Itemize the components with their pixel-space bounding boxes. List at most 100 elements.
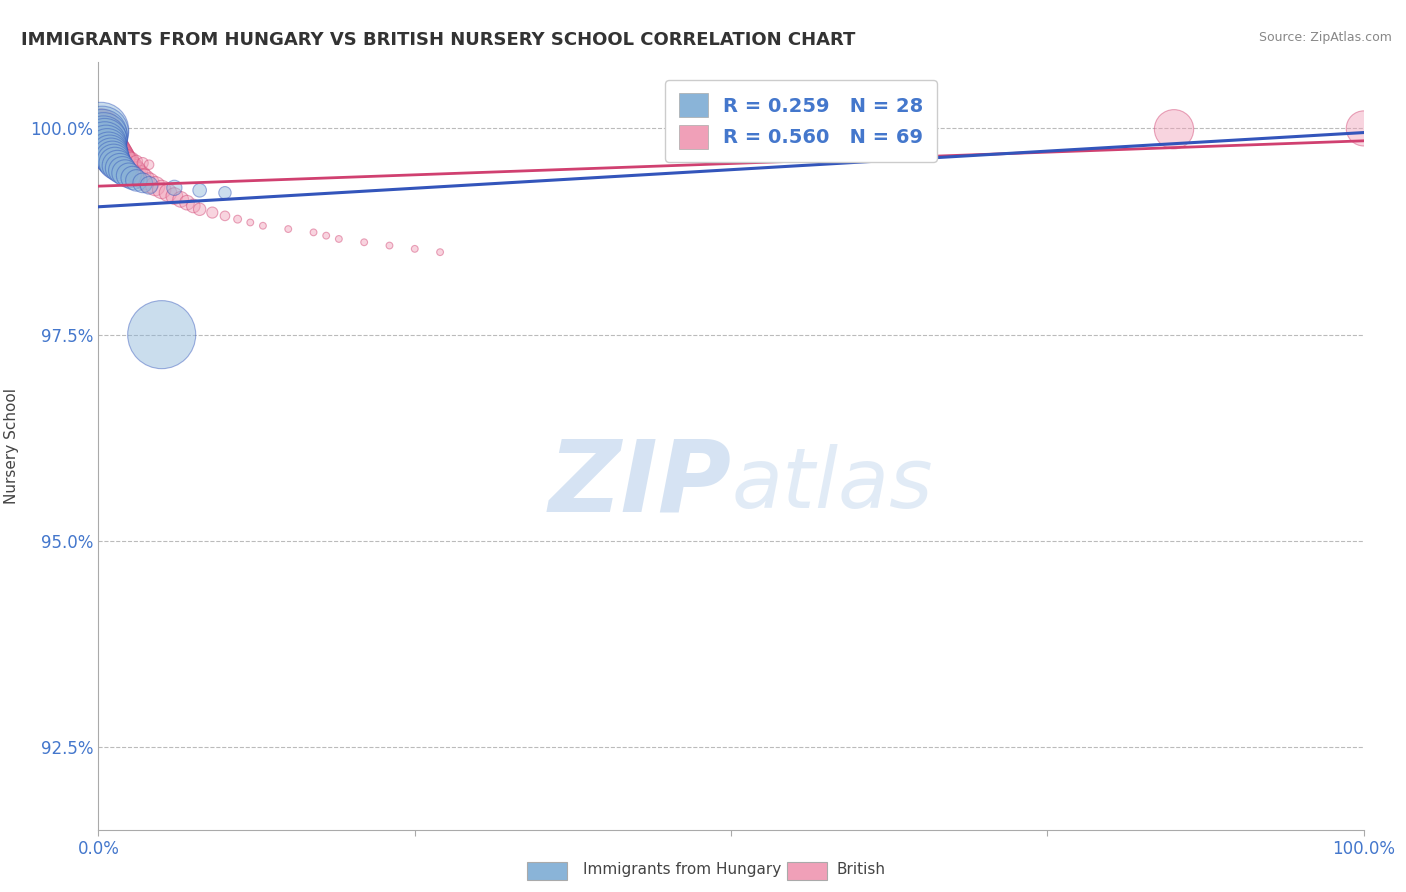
Point	[169, 193, 191, 207]
Point	[353, 235, 375, 250]
Point	[100, 137, 122, 152]
Point	[302, 225, 325, 239]
Point	[120, 153, 142, 167]
Point	[97, 134, 120, 148]
Point	[118, 169, 141, 183]
Point	[118, 159, 141, 173]
Point	[252, 219, 274, 233]
Point	[404, 242, 426, 256]
Point	[91, 126, 114, 140]
Point	[429, 245, 451, 260]
Point	[132, 176, 155, 190]
Point	[150, 327, 173, 342]
Point	[239, 215, 262, 229]
Point	[121, 170, 143, 185]
Point	[100, 148, 122, 162]
Point	[96, 132, 118, 146]
Point	[91, 125, 114, 139]
Point	[188, 202, 211, 217]
Point	[157, 186, 180, 200]
Point	[1163, 122, 1185, 136]
Point	[107, 159, 129, 173]
Point	[101, 151, 124, 165]
Point	[100, 143, 122, 157]
Point	[125, 166, 148, 180]
Point	[105, 146, 128, 161]
Point	[132, 172, 155, 186]
Point	[214, 186, 236, 200]
Text: Source: ZipAtlas.com: Source: ZipAtlas.com	[1258, 31, 1392, 45]
Point	[97, 139, 120, 153]
Point	[91, 127, 114, 141]
Point	[183, 199, 205, 213]
Point	[91, 131, 114, 145]
Point	[94, 138, 117, 153]
Point	[105, 144, 128, 158]
Point	[145, 179, 166, 194]
Point	[93, 128, 117, 143]
Point	[138, 158, 160, 172]
Point	[111, 152, 134, 166]
Point	[107, 147, 129, 161]
Text: British: British	[837, 863, 886, 877]
Point	[90, 124, 112, 138]
Point	[163, 189, 186, 203]
Point	[201, 205, 224, 219]
Point	[129, 169, 152, 184]
Point	[1353, 121, 1375, 136]
Y-axis label: Nursery School: Nursery School	[4, 388, 20, 504]
Legend: R = 0.259   N = 28, R = 0.560   N = 69: R = 0.259 N = 28, R = 0.560 N = 69	[665, 79, 938, 162]
Point	[103, 153, 125, 168]
Point	[115, 151, 138, 165]
Point	[89, 123, 111, 137]
Point	[125, 154, 148, 169]
Point	[93, 134, 117, 148]
Point	[93, 132, 115, 146]
Point	[108, 161, 131, 175]
Point	[103, 140, 125, 154]
Point	[98, 146, 121, 161]
Point	[125, 173, 148, 187]
Point	[93, 127, 115, 141]
Point	[94, 130, 117, 145]
Point	[112, 153, 135, 168]
Point	[277, 222, 299, 236]
Point	[90, 123, 112, 137]
Point	[176, 195, 198, 210]
Text: Immigrants from Hungary: Immigrants from Hungary	[583, 863, 782, 877]
Point	[104, 156, 127, 170]
Text: ZIP: ZIP	[548, 436, 731, 533]
Point	[110, 149, 132, 163]
Point	[96, 141, 118, 155]
Text: atlas: atlas	[731, 444, 932, 524]
Point	[115, 156, 138, 170]
Point	[94, 136, 117, 151]
Point	[93, 133, 115, 147]
Point	[108, 148, 131, 162]
Point	[214, 209, 236, 223]
Point	[96, 137, 118, 152]
Point	[97, 144, 120, 158]
Point	[132, 156, 155, 170]
Point	[163, 181, 186, 195]
Point	[378, 238, 401, 252]
Point	[188, 183, 211, 197]
Point	[98, 141, 121, 155]
Point	[122, 163, 145, 178]
Point	[138, 178, 160, 193]
Point	[328, 232, 350, 246]
Point	[98, 136, 121, 150]
Point	[150, 182, 173, 196]
Point	[226, 212, 249, 227]
Point	[93, 136, 117, 151]
Text: IMMIGRANTS FROM HUNGARY VS BRITISH NURSERY SCHOOL CORRELATION CHART: IMMIGRANTS FROM HUNGARY VS BRITISH NURSE…	[21, 31, 855, 49]
Point	[93, 129, 115, 144]
Point	[120, 161, 142, 175]
Point	[138, 176, 160, 190]
Point	[110, 150, 132, 164]
Point	[104, 142, 127, 156]
Point	[91, 127, 114, 141]
Point	[93, 135, 117, 149]
Point	[111, 163, 134, 178]
Point	[315, 228, 337, 243]
